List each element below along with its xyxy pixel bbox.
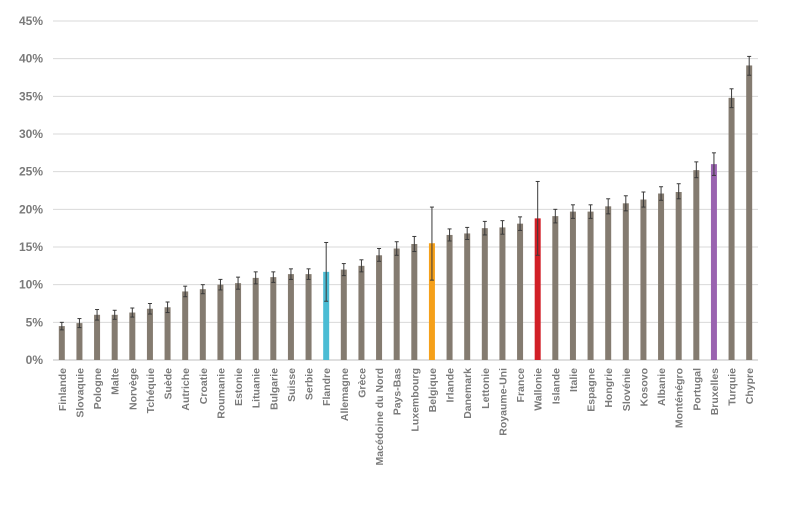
bar bbox=[517, 223, 524, 360]
x-tick-label: Islande bbox=[550, 368, 562, 404]
bar bbox=[323, 271, 330, 360]
y-tick-label: 0% bbox=[26, 353, 44, 367]
x-tick-label: Suède bbox=[163, 368, 175, 400]
x-tick-label: Kosovo bbox=[638, 368, 650, 407]
x-tick-label: Danemark bbox=[462, 368, 474, 419]
bar bbox=[182, 291, 189, 360]
x-tick-label: Norvège bbox=[127, 368, 139, 410]
x-tick-label: Royaume-Uni bbox=[497, 368, 509, 436]
bar bbox=[622, 203, 629, 360]
x-tick-label: Bruxelles bbox=[709, 368, 721, 415]
bar bbox=[569, 211, 576, 360]
bar bbox=[94, 314, 101, 360]
x-tick-label: Espagne bbox=[586, 368, 598, 412]
bar bbox=[481, 228, 488, 360]
bar bbox=[129, 312, 136, 360]
x-tick-label: Portugal bbox=[691, 368, 703, 411]
bar bbox=[446, 234, 453, 360]
bar bbox=[111, 314, 118, 360]
x-tick-label: Monténégro bbox=[674, 368, 686, 428]
x-tick-label: Macédoine du Nord bbox=[374, 368, 386, 465]
x-tick-label: Allemagne bbox=[339, 368, 351, 421]
bar bbox=[393, 248, 400, 360]
bar bbox=[252, 277, 259, 360]
bar bbox=[76, 323, 83, 360]
bar bbox=[640, 199, 647, 360]
bar bbox=[235, 283, 242, 360]
x-tick-label: Pays-Bas bbox=[392, 368, 404, 415]
y-tick-label: 25% bbox=[19, 165, 43, 179]
x-tick-label: Pologne bbox=[92, 368, 104, 410]
x-tick-label: Flandre bbox=[321, 368, 333, 406]
x-tick-label: Bulgarie bbox=[268, 368, 280, 410]
bar bbox=[199, 289, 206, 360]
y-tick-label: 45% bbox=[19, 14, 43, 28]
x-tick-label: Belgique bbox=[427, 368, 439, 412]
x-tick-label: Tchéquie bbox=[145, 368, 157, 413]
bar bbox=[675, 192, 682, 360]
bar bbox=[305, 274, 312, 360]
y-tick-label: 30% bbox=[19, 127, 43, 141]
bar bbox=[58, 326, 65, 360]
x-tick-label: Estonie bbox=[233, 368, 245, 406]
y-tick-label: 35% bbox=[19, 89, 43, 103]
bar bbox=[499, 227, 506, 360]
x-tick-label: Irlande bbox=[445, 368, 457, 403]
x-tick-label: France bbox=[515, 368, 527, 403]
x-tick-label: Suisse bbox=[286, 368, 298, 402]
bar bbox=[270, 277, 277, 360]
x-tick-label: Lettonie bbox=[480, 368, 492, 409]
x-tick-label: Chypre bbox=[744, 368, 756, 404]
bar bbox=[217, 284, 224, 360]
x-tick-label: Luxembourg bbox=[409, 368, 421, 432]
bar bbox=[534, 218, 541, 360]
bar bbox=[428, 243, 435, 360]
x-tick-label: Slovénie bbox=[621, 368, 633, 411]
bar bbox=[746, 65, 753, 361]
y-tick-label: 5% bbox=[26, 315, 44, 329]
bar bbox=[658, 193, 665, 360]
y-tick-label: 40% bbox=[19, 52, 43, 66]
x-tick-label: Turquie bbox=[727, 368, 739, 406]
x-tick-label: Finlande bbox=[57, 368, 69, 411]
y-tick-label: 10% bbox=[19, 278, 43, 292]
bar bbox=[710, 164, 717, 360]
x-tick-label: Hongrie bbox=[603, 368, 615, 408]
bar bbox=[587, 211, 594, 360]
bar bbox=[552, 216, 559, 360]
x-tick-label: Lituanie bbox=[251, 368, 263, 408]
x-tick-label: Albanie bbox=[656, 368, 668, 406]
y-tick-label: 20% bbox=[19, 202, 43, 216]
x-tick-label: Roumanie bbox=[215, 368, 227, 419]
bar bbox=[464, 233, 471, 360]
bar bbox=[728, 97, 735, 360]
y-tick-label: 15% bbox=[19, 240, 43, 254]
x-tick-label: Malte bbox=[110, 368, 122, 395]
bar bbox=[164, 307, 171, 360]
x-tick-label: Slovaquie bbox=[74, 368, 86, 418]
bar bbox=[411, 243, 418, 360]
x-tick-label: Autriche bbox=[180, 368, 192, 411]
bar bbox=[376, 255, 383, 360]
x-tick-label: Serbie bbox=[304, 368, 316, 400]
bar bbox=[358, 265, 365, 360]
bar bbox=[146, 308, 153, 360]
x-tick-label: Grèce bbox=[356, 368, 368, 398]
bar bbox=[693, 170, 700, 360]
bar bbox=[605, 206, 612, 360]
x-tick-label: Italie bbox=[568, 368, 580, 392]
x-tick-label: Croatie bbox=[198, 368, 210, 404]
bar bbox=[287, 274, 294, 360]
x-tick-label: Wallonie bbox=[533, 368, 545, 411]
bar bbox=[340, 269, 347, 360]
